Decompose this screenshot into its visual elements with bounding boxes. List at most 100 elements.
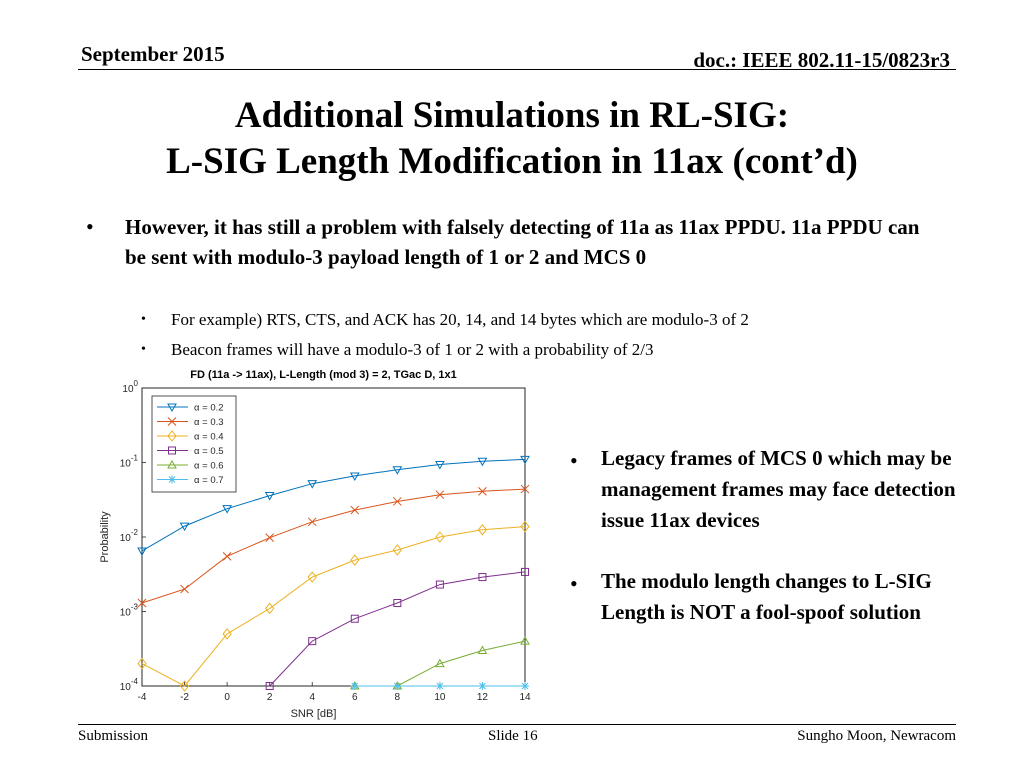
chart-legend: α = 0.2 α = 0.3 α = 0.4 α = 0.5 α = 0.6 α = 0… bbox=[151, 395, 237, 493]
series-line bbox=[141, 458, 526, 552]
data-point bbox=[521, 567, 529, 576]
data-point bbox=[435, 658, 445, 668]
x-tick-label: -2 bbox=[180, 692, 189, 703]
probability-chart: FD (11a -> 11ax), L-Length (mod 3) = 2, … bbox=[99, 369, 531, 720]
series-3 bbox=[137, 520, 530, 692]
footer-rule bbox=[78, 724, 956, 725]
data-point bbox=[520, 520, 530, 533]
x-tick-label: 12 bbox=[477, 692, 489, 703]
main-bullet-text: However, it has still a problem with fal… bbox=[125, 215, 920, 269]
data-point bbox=[435, 490, 445, 500]
series-4 bbox=[265, 567, 529, 690]
data-point bbox=[350, 614, 359, 623]
y-tick-label: 10-3 bbox=[120, 603, 139, 619]
data-point bbox=[264, 492, 275, 501]
y-tick-label: 10-1 bbox=[120, 454, 139, 470]
legend-marker bbox=[167, 430, 177, 442]
chart-title: FD (11a -> 11ax), L-Length (mod 3) = 2, … bbox=[190, 369, 457, 381]
x-tick-label: 10 bbox=[434, 692, 446, 703]
header-rule bbox=[78, 69, 956, 70]
x-tick-label: 0 bbox=[224, 692, 230, 703]
footer-slide-number: Slide 16 bbox=[488, 728, 538, 744]
y-tick-label: 10-4 bbox=[120, 677, 139, 693]
sub-bullet-2-text: Beacon frames will have a modulo-3 of 1 … bbox=[171, 340, 654, 359]
sub-bullet-dot: • bbox=[141, 312, 146, 327]
legend-marker bbox=[167, 403, 177, 413]
slide-title: Additional Simulations in RL-SIG: L-SIG … bbox=[0, 93, 1024, 185]
series-line bbox=[141, 526, 526, 687]
data-point bbox=[477, 523, 488, 536]
data-point bbox=[179, 522, 190, 532]
data-point bbox=[265, 602, 275, 615]
header-doc-id: doc.: IEEE 802.11-15/0823r3 bbox=[693, 48, 950, 72]
right-bullet-2-text: The modulo length changes to L-SIG Lengt… bbox=[601, 569, 932, 624]
legend-box bbox=[151, 395, 237, 493]
y-tick-label: 100 bbox=[122, 379, 138, 395]
title-line-2: L-SIG Length Modification in 11ax (cont’… bbox=[166, 141, 858, 182]
header-date: September 2015 bbox=[81, 42, 225, 66]
footer-submission: Submission bbox=[78, 728, 149, 744]
data-point bbox=[350, 682, 359, 690]
legend-label: α = 0.6 bbox=[194, 461, 224, 472]
legend-marker bbox=[168, 475, 176, 484]
data-point bbox=[137, 598, 147, 608]
data-point bbox=[477, 645, 488, 654]
data-point bbox=[265, 533, 275, 543]
data-point bbox=[350, 554, 360, 566]
x-tick-label: 4 bbox=[309, 692, 315, 703]
bullet-dot: • bbox=[86, 214, 94, 239]
data-point bbox=[478, 573, 487, 582]
data-point bbox=[392, 466, 403, 475]
data-point bbox=[222, 505, 232, 514]
legend-marker bbox=[167, 459, 177, 469]
data-point bbox=[308, 637, 317, 646]
data-point bbox=[349, 472, 360, 481]
data-point bbox=[520, 484, 530, 494]
data-point bbox=[265, 682, 274, 690]
data-point bbox=[137, 657, 147, 670]
right-bullet-1-text: Legacy frames of MCS 0 which may be mana… bbox=[601, 446, 956, 532]
sub-bullet-1-text: For example) RTS, CTS, and ACK has 20, 1… bbox=[171, 310, 749, 329]
y-tick-label: 10-2 bbox=[120, 528, 139, 544]
series-layer bbox=[137, 455, 530, 692]
data-point bbox=[392, 544, 402, 556]
x-tick-label: 2 bbox=[267, 692, 273, 703]
legend-marker bbox=[168, 446, 176, 455]
series-6 bbox=[350, 682, 529, 690]
data-point bbox=[179, 680, 190, 692]
data-point bbox=[307, 571, 317, 583]
footer-author: Sungho Moon, Newracom bbox=[797, 728, 956, 744]
x-tick-label: 14 bbox=[519, 692, 531, 703]
legend-label: α = 0.3 bbox=[194, 417, 224, 428]
data-point bbox=[435, 461, 445, 470]
axis-ticks: -4 -2 0 2 4 6 8 10 12 14 100 10-1 10-2 10-3 10-4 bbox=[120, 379, 531, 703]
bullet-dot: • bbox=[570, 571, 578, 596]
series-line bbox=[269, 571, 526, 687]
data-point bbox=[521, 682, 529, 690]
data-point bbox=[180, 584, 189, 594]
sub-bullet-dot: • bbox=[141, 342, 146, 357]
title-line-1: Additional Simulations in RL-SIG: bbox=[234, 95, 790, 136]
data-point bbox=[478, 682, 487, 690]
legend-label: α = 0.4 bbox=[194, 432, 224, 443]
series-2 bbox=[137, 484, 530, 608]
data-point bbox=[435, 580, 444, 589]
data-point bbox=[393, 682, 402, 690]
legend-marker bbox=[167, 417, 177, 426]
y-axis-label: Probability bbox=[99, 511, 111, 563]
data-point bbox=[307, 517, 317, 527]
series-1 bbox=[137, 455, 530, 556]
data-point bbox=[435, 531, 445, 543]
legend-label: α = 0.5 bbox=[194, 446, 224, 457]
legend-label: α = 0.7 bbox=[194, 475, 224, 486]
x-tick-label: 8 bbox=[395, 692, 401, 703]
data-point bbox=[520, 455, 530, 465]
data-point bbox=[435, 682, 444, 690]
data-point bbox=[477, 457, 488, 467]
data-point bbox=[222, 628, 232, 640]
x-tick-label: -4 bbox=[138, 692, 147, 703]
data-point bbox=[478, 486, 487, 496]
data-point bbox=[392, 497, 402, 506]
x-tick-label: 6 bbox=[352, 692, 358, 703]
data-point bbox=[137, 547, 147, 556]
